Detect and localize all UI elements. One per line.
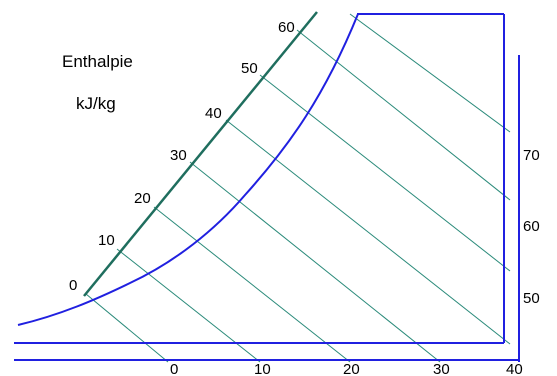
diagonal-label-50: 50 — [241, 60, 258, 77]
isenthalp-lines — [85, 13, 511, 363]
bottom-scale-labels: 0 10 20 30 40 — [170, 361, 523, 376]
diagonal-label-20: 20 — [134, 190, 151, 207]
bottom-label-20: 20 — [343, 361, 360, 376]
isenthalp-line-50 — [259, 74, 511, 272]
isenthalp-line-30 — [189, 161, 441, 363]
isenthalp-line-20 — [153, 206, 351, 363]
right-label-50: 50 — [523, 290, 540, 307]
isenthalp-line-70 — [349, 13, 511, 133]
saturation-curve — [17, 13, 359, 326]
diagonal-label-10: 10 — [98, 232, 115, 249]
bottom-label-0: 0 — [170, 361, 178, 376]
right-label-60: 60 — [523, 218, 540, 235]
diagram-unit: kJ/kg — [76, 94, 116, 113]
diagram-title: Enthalpie — [62, 52, 133, 71]
diagram-frame — [14, 13, 520, 362]
right-label-70: 70 — [523, 147, 540, 164]
isenthalp-line-10 — [116, 248, 261, 363]
bottom-label-10: 10 — [254, 361, 271, 376]
bottom-label-30: 30 — [433, 361, 450, 376]
diagonal-label-40: 40 — [205, 105, 222, 122]
isenthalp-line-60 — [296, 29, 511, 201]
isenthalp-line-40 — [225, 119, 511, 345]
diagonal-label-0: 0 — [69, 277, 77, 294]
isenthalp-line-0 — [85, 293, 169, 363]
right-scale-labels: 50 60 70 — [523, 147, 540, 307]
bottom-label-40: 40 — [506, 361, 523, 376]
diagonal-label-30: 30 — [170, 147, 187, 164]
diagonal-scale-labels: 0 10 20 30 40 50 60 — [69, 19, 295, 294]
diagonal-label-60: 60 — [278, 19, 295, 36]
diagonal-enthalpy-scale — [83, 11, 318, 297]
